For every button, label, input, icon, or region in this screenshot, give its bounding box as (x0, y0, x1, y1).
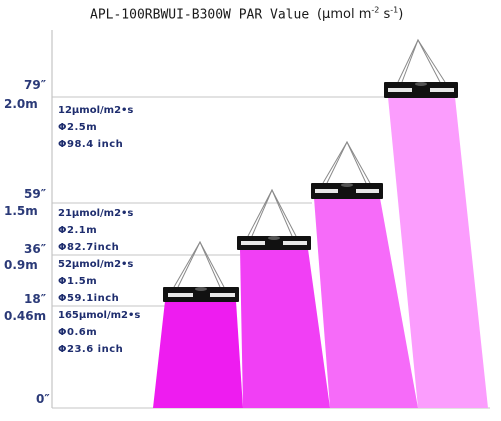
beam-2m (388, 97, 488, 408)
diagram-title: APL-100RBWUI-B300W PAR Value (μmol m-2 s… (90, 6, 403, 22)
ppfd-value: 21μmol/m2•s (58, 208, 134, 219)
coverage-diameter-m: Φ2.5m (58, 122, 98, 133)
level-label-metric: 0.9m (4, 258, 38, 272)
coverage-diameter-m: Φ0.6m (58, 327, 98, 338)
coverage-diameter-m: Φ2.1m (58, 225, 98, 236)
ppfd-value: 52μmol/m2•s (58, 259, 134, 270)
spec-block-0-9m: 52μmol/m2•s Φ1.5m Φ59.1inch (58, 256, 133, 307)
spec-block-2m: 12μmol/m2•s Φ2.5m Φ98.4 inch (58, 102, 133, 153)
ppfd-value: 12μmol/m2•s (58, 105, 134, 116)
led-grow-light-icon (311, 183, 383, 199)
coverage-diameter-m: Φ1.5m (58, 276, 98, 287)
hanging-wires (173, 38, 446, 288)
level-label-metric: 0.46m (4, 309, 47, 323)
beam-0-46m (153, 301, 243, 408)
level-label-inch: 79″ (24, 78, 47, 92)
level-label-inch: 18″ (24, 292, 47, 306)
spec-block-0-46m: 165μmol/m2•s Φ0.6m Φ23.6 inch (58, 307, 140, 358)
coverage-diameter-inch: Φ23.6 inch (58, 344, 124, 355)
title-unit: (μmol m-2 s-1) (316, 6, 404, 23)
coverage-diameter-inch: Φ98.4 inch (58, 139, 124, 150)
led-grow-light-icon (163, 287, 239, 302)
ppfd-value: 165μmol/m2•s (58, 310, 141, 321)
coverage-diameter-inch: Φ59.1inch (58, 293, 120, 304)
level-label-inch: 36″ (24, 242, 47, 256)
floor-label: 0″ (36, 392, 50, 406)
beam-0-9m (240, 249, 330, 408)
level-label-metric: 2.0m (4, 97, 38, 111)
beam-1-5m (314, 198, 418, 408)
led-grow-light-icon (384, 82, 458, 98)
level-label-inch: 59″ (24, 187, 47, 201)
level-label-metric: 1.5m (4, 204, 38, 218)
title-model: APL-100RBWUI-B300W PAR Value (90, 7, 310, 23)
spec-block-1-5m: 21μmol/m2•s Φ2.1m Φ82.7inch (58, 205, 133, 256)
coverage-diameter-inch: Φ82.7inch (58, 242, 120, 253)
led-grow-light-icon (237, 236, 311, 250)
